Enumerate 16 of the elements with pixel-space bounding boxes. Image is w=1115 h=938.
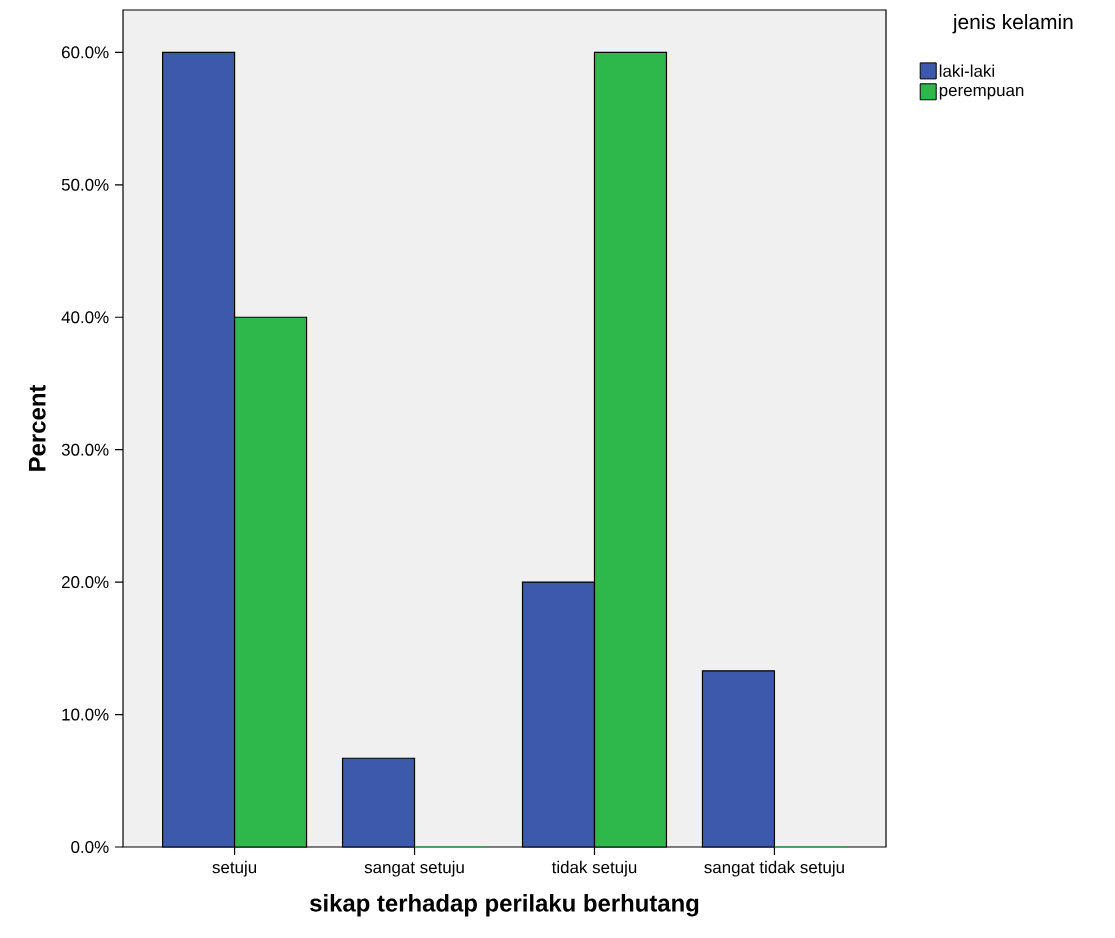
legend-label: laki-laki: [939, 64, 995, 77]
y-axis-title: Percent: [28, 384, 46, 471]
legend-label: perempuan: [939, 86, 1024, 100]
x-axis-title: sikap terhadap perilaku berhutang: [310, 894, 699, 917]
x-tick-label: sangat setuju: [364, 860, 464, 877]
x-tick-label: setuju: [212, 860, 257, 877]
x-tick-label: tidak setuju: [551, 860, 637, 877]
y-tick-label: 0.0%: [71, 840, 109, 853]
legend-title: jenis kelamin: [952, 13, 1073, 34]
y-tick-label: 50.0%: [61, 178, 109, 191]
y-tick-label: 20.0%: [62, 576, 109, 589]
y-tick-label: 40.0%: [61, 311, 109, 324]
y-tick-label: 10.0%: [62, 708, 109, 721]
x-tick-label: sangat tidak setuju: [704, 860, 844, 877]
y-tick-label: 30.0%: [61, 443, 109, 456]
y-tick-label: 60.0%: [62, 46, 109, 59]
